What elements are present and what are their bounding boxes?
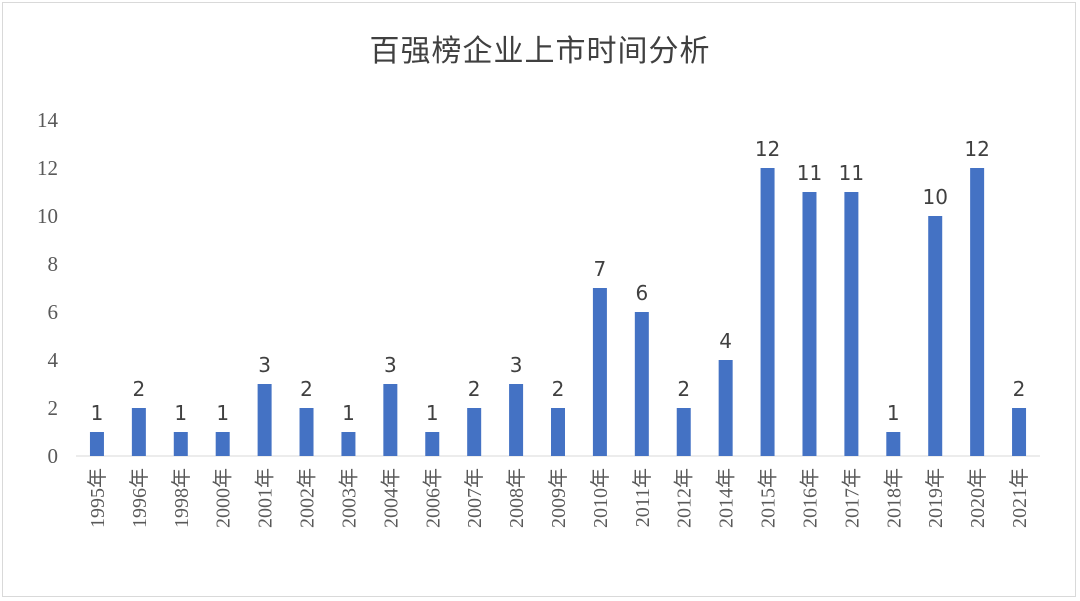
data-label: 4	[719, 329, 732, 353]
chart-title: 百强榜企业上市时间分析	[369, 34, 711, 69]
bar	[718, 360, 733, 456]
bar	[425, 432, 440, 456]
bar	[509, 384, 524, 456]
bar	[131, 408, 146, 456]
bar	[760, 168, 775, 456]
x-tick-label: 2008年	[505, 468, 528, 528]
x-tick-label: 2012年	[673, 468, 696, 528]
data-label: 2	[1013, 377, 1026, 401]
x-tick-label: 2011年	[631, 468, 654, 527]
bar	[676, 408, 691, 456]
data-label: 1	[174, 401, 187, 425]
bar	[802, 192, 817, 456]
x-tick-label: 2018年	[882, 468, 905, 528]
bar	[551, 408, 565, 456]
y-tick-label: 8	[48, 252, 59, 276]
bar	[928, 216, 943, 456]
data-label: 7	[594, 257, 607, 281]
y-tick-label: 10	[37, 204, 58, 228]
data-label: 2	[677, 377, 690, 401]
data-label: 12	[964, 137, 989, 161]
data-label: 6	[635, 281, 648, 305]
x-tick-label: 2014年	[715, 468, 738, 528]
bar	[299, 408, 314, 456]
x-tick-label: 2009年	[547, 468, 570, 528]
bar	[341, 432, 356, 456]
data-label: 3	[510, 353, 523, 377]
data-label: 11	[839, 161, 864, 185]
bar	[383, 384, 398, 456]
data-label: 2	[300, 377, 313, 401]
x-tick-label: 2006年	[421, 468, 444, 528]
y-tick-label: 6	[48, 300, 59, 324]
y-tick-label: 12	[37, 156, 58, 180]
bar	[467, 408, 482, 456]
x-tick-label: 2017年	[840, 468, 863, 528]
data-label: 1	[216, 401, 229, 425]
data-label: 1	[426, 401, 439, 425]
x-tick-label: 2019年	[924, 468, 947, 528]
data-label: 1	[91, 401, 104, 425]
bar	[173, 432, 188, 456]
bar	[592, 288, 607, 456]
bar	[634, 312, 649, 456]
x-tick-label: 1995年	[86, 468, 109, 528]
x-tick-label: 1996年	[128, 468, 151, 528]
x-tick-label: 2000年	[212, 468, 235, 528]
x-tick-label: 2003年	[337, 468, 360, 528]
data-label: 1	[342, 401, 355, 425]
data-label: 2	[552, 377, 565, 401]
bar	[215, 432, 230, 456]
data-label: 2	[133, 377, 146, 401]
data-label: 1	[887, 401, 900, 425]
bars	[89, 168, 1027, 456]
bar	[89, 432, 104, 456]
x-tick-label: 2015年	[757, 468, 780, 528]
bar	[844, 192, 859, 456]
x-tick-label: 2021年	[1008, 468, 1031, 528]
x-tick-label: 2004年	[379, 468, 402, 528]
bar	[886, 432, 901, 456]
x-tick-label: 2020年	[966, 468, 989, 528]
y-tick-label: 2	[48, 396, 59, 420]
data-label: 11	[797, 161, 822, 185]
y-tick-label: 14	[37, 108, 59, 132]
x-tick-label: 2016年	[798, 468, 821, 528]
bar	[1012, 408, 1027, 456]
bar	[970, 168, 985, 456]
data-label: 10	[922, 185, 947, 209]
x-tick-label: 2001年	[254, 468, 277, 528]
data-label: 3	[258, 353, 271, 377]
x-tick-label: 2007年	[463, 468, 486, 528]
x-tick-label: 1998年	[170, 468, 193, 528]
y-tick-label: 4	[48, 348, 59, 372]
x-tick-label: 2002年	[296, 468, 319, 528]
y-axis: 0 2 4 6 8 10 12 14	[37, 108, 59, 468]
data-label: 3	[384, 353, 397, 377]
y-tick-label: 0	[48, 444, 59, 468]
x-tick-label: 2010年	[589, 468, 612, 528]
x-axis-labels: 1995年 1996年 1998年 2000年 2001年 2002年 2003年 2004年…	[86, 468, 1031, 528]
data-label: 2	[468, 377, 481, 401]
data-label: 12	[755, 137, 780, 161]
bar	[257, 384, 272, 456]
